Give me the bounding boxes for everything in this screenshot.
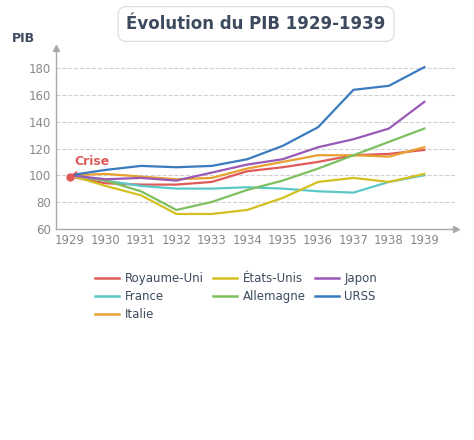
Y-axis label: PIB: PIB xyxy=(12,32,36,45)
Text: Crise: Crise xyxy=(73,154,109,175)
Title: Évolution du PIB 1929-1939: Évolution du PIB 1929-1939 xyxy=(127,15,386,33)
Legend: Royaume-Uni, France, Italie, États-Unis, Allemagne, Japon, URSS: Royaume-Uni, France, Italie, États-Unis,… xyxy=(90,267,382,326)
